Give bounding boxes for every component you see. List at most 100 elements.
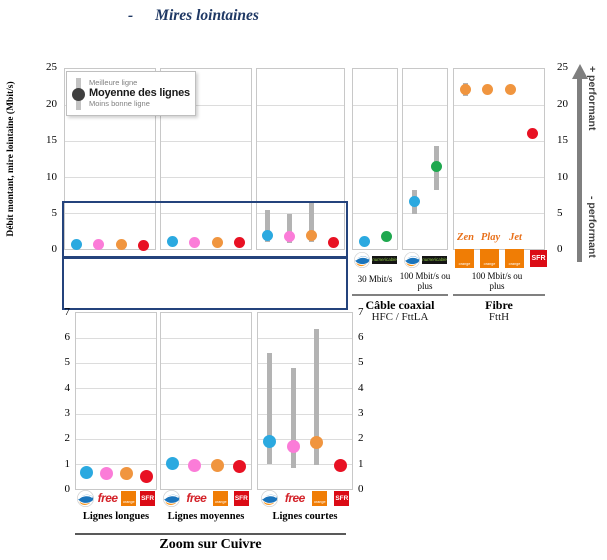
data-point-free: [189, 236, 201, 248]
y-tick: 5: [51, 207, 58, 219]
range-bar-free: [290, 368, 296, 468]
y-tick: 7: [64, 306, 71, 318]
gridline: [65, 213, 155, 214]
free-logo: free: [97, 491, 119, 505]
performance-arrow-shaft: [577, 78, 582, 262]
coax100-speed-label: 100 Mbit/s ou plus: [399, 271, 451, 292]
data-point-sfr: [527, 127, 539, 139]
offer-play-label: Play: [480, 232, 501, 243]
data-point-sfr: [233, 459, 247, 473]
operators-logo-row: free orange SFR: [257, 489, 353, 507]
gridline: [65, 177, 155, 178]
chart-legend: Meilleure ligne Moyenne des lignes Moins…: [66, 71, 196, 116]
gridline: [353, 213, 397, 214]
fibre-speed-label: 100 Mbit/s ou plus: [471, 271, 523, 292]
data-point-sfr: [138, 239, 150, 251]
gridline: [454, 105, 544, 106]
data-point-free: [286, 439, 300, 453]
orange-logo: orange: [480, 248, 499, 268]
fibre-offers-row: Zen Play Jet: [453, 232, 545, 243]
y-tick: 7: [358, 306, 364, 318]
data-point-orange: [115, 239, 127, 251]
sfr-logo: SFR: [334, 490, 350, 506]
data-point-free: [188, 458, 202, 472]
fibre-logo-row: orange orange orange SFR: [453, 248, 547, 268]
title-bullet: -: [128, 7, 134, 24]
data-point-bouygues-telecom: [79, 466, 93, 480]
gridline: [76, 388, 156, 390]
coax-section-divider: [352, 294, 448, 296]
gridline: [403, 105, 447, 106]
copper-highlight-rect: [62, 201, 348, 258]
data-point-sfr: [234, 237, 246, 249]
data-point-bouygues-telecom: [408, 195, 420, 207]
gridline: [76, 463, 156, 465]
data-point-numericable: [380, 231, 392, 243]
orange-logo: orange: [212, 490, 228, 506]
y-tick: 0: [51, 243, 58, 255]
range-bar-bouygues-telecom: [265, 210, 271, 242]
legend-dot-glyph: [72, 87, 85, 101]
y-axis-title: Débit montant, mire lointaine (Mbit/s): [6, 81, 16, 237]
gridline: [258, 413, 352, 415]
gridline: [403, 141, 447, 142]
data-point-orange: [310, 435, 324, 449]
gridline: [403, 213, 447, 214]
numericable-logo: numericable: [372, 255, 397, 264]
y-tick: 5: [557, 207, 563, 219]
data-point-orange-play: [482, 83, 494, 95]
y-tick: 15: [557, 134, 568, 146]
y-tick: 20: [557, 98, 568, 110]
main-y-axis-right: 25 20 15 10 5 0: [557, 0, 578, 260]
gridline: [76, 413, 156, 415]
legend-worst-label: Moins bonne ligne: [89, 98, 150, 108]
data-point-sfr: [333, 458, 347, 472]
y-tick: 3: [358, 407, 364, 419]
gridline: [161, 438, 251, 440]
y-tick: 3: [64, 407, 71, 419]
data-point-sfr: [327, 236, 339, 248]
panel-fibre-100mbits: [453, 68, 545, 250]
gridline: [161, 463, 251, 465]
gridline: [454, 141, 544, 142]
fibre-section-title: Fibre: [485, 298, 513, 312]
panel-cuivre-lignes-courtes: [256, 68, 345, 250]
free-logo: free: [186, 491, 207, 505]
zoom-section-divider: [75, 533, 346, 535]
gridline: [454, 177, 544, 178]
y-tick: 4: [358, 382, 364, 394]
legend-best-label: Meilleure ligne: [89, 77, 138, 87]
zoom-group-label-courtes: Lignes courtes: [272, 511, 338, 522]
gridline: [161, 105, 251, 106]
panel-coax-30mbits: [352, 68, 398, 250]
data-point-orange: [305, 230, 317, 242]
y-tick: 25: [557, 61, 568, 73]
zoom-panel-lignes-longues: [75, 312, 157, 490]
free-logo: free: [284, 491, 306, 505]
y-tick: 0: [64, 483, 71, 495]
orange-logo: orange: [312, 490, 328, 506]
gridline: [161, 338, 251, 340]
offer-zen-label: Zen: [457, 232, 474, 243]
y-tick: 10: [557, 171, 568, 183]
sfr-logo: SFR: [233, 490, 249, 506]
data-point-orange: [210, 458, 224, 472]
coax-section-subtitle: HFC / FttLA: [371, 311, 429, 323]
y-tick: 1: [358, 458, 364, 470]
gridline: [353, 177, 397, 178]
coax-section-title: Câble coaxial: [365, 298, 435, 312]
gridline: [65, 141, 155, 142]
data-point-bouygues-telecom: [70, 238, 82, 250]
orange-logo: orange: [505, 248, 524, 268]
y-tick: 0: [358, 483, 364, 495]
operators-logo-row: free orange SFR: [75, 489, 157, 507]
range-bar-bouygues-telecom: [267, 353, 273, 464]
bouygues-telecom-logo-icon: [404, 251, 420, 268]
gridline: [161, 213, 251, 214]
data-point-numericable: [430, 161, 442, 173]
gridline: [257, 213, 344, 214]
data-point-orange-jet: [504, 84, 516, 96]
offer-jet-label: Jet: [509, 232, 522, 243]
sfr-logo: SFR: [530, 249, 547, 267]
